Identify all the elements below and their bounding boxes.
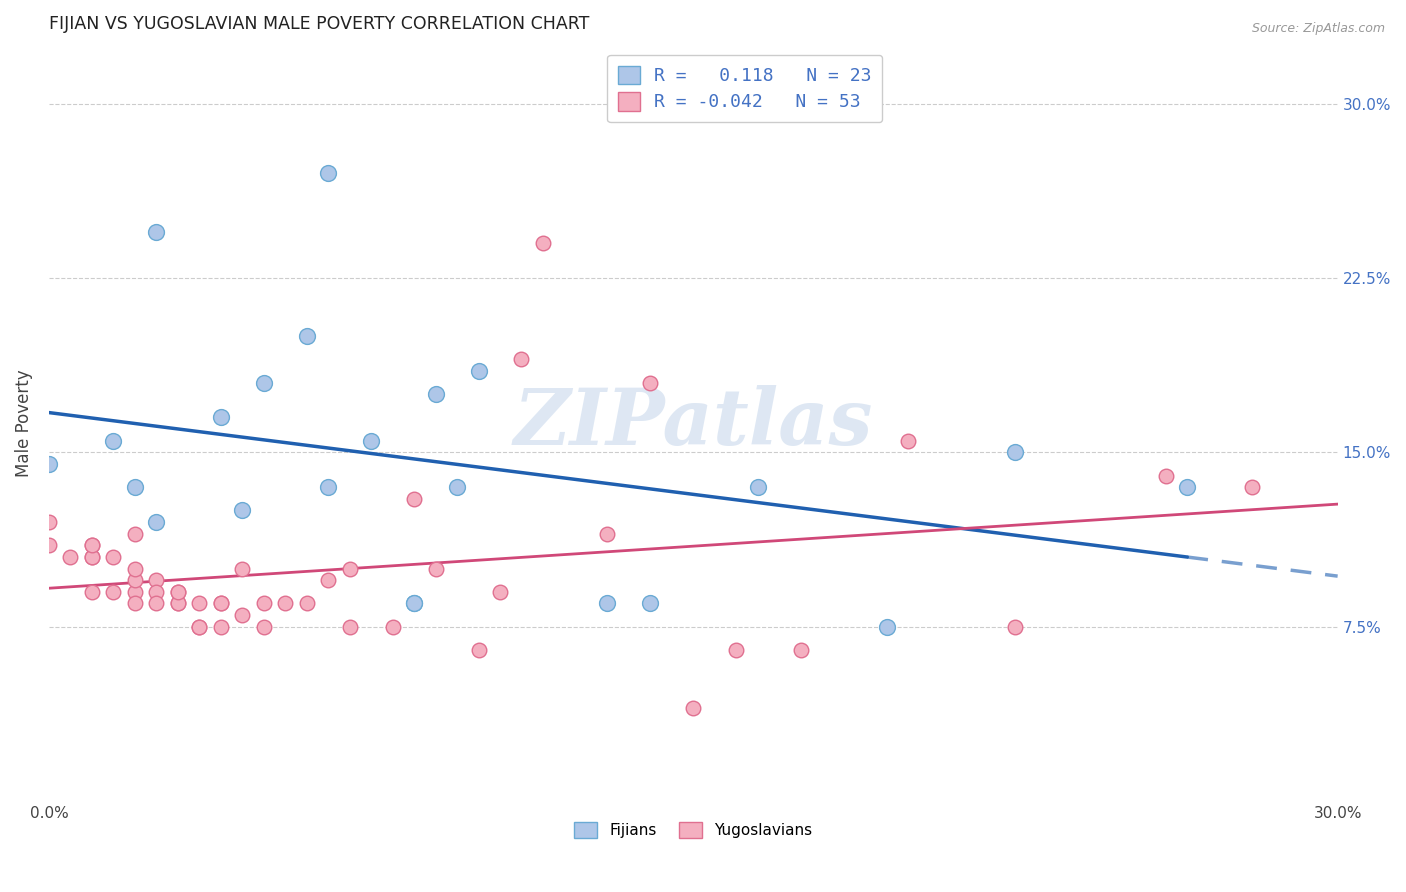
Point [124,584,146,599]
Point [80,549,103,564]
Point [381,619,404,633]
Point [103,434,125,448]
Point [188,619,211,633]
Point [145,584,167,599]
Point [682,701,704,715]
Point [145,515,167,529]
Point [1175,480,1198,494]
Point [789,643,811,657]
Point [316,573,339,587]
Point [425,387,447,401]
Point [188,596,211,610]
Point [231,503,253,517]
Point [38,515,60,529]
Point [725,643,748,657]
Point [446,480,468,494]
Point [404,491,426,506]
Point [209,596,232,610]
Text: Source: ZipAtlas.com: Source: ZipAtlas.com [1251,22,1385,36]
Point [897,434,920,448]
Point [124,596,146,610]
Point [467,643,489,657]
Point [596,526,619,541]
Point [510,352,533,367]
Point [1154,468,1177,483]
Text: ZIPatlas: ZIPatlas [513,385,873,461]
Point [360,434,382,448]
Point [124,526,146,541]
Point [80,549,103,564]
Point [166,584,188,599]
Point [59,549,82,564]
Point [295,329,318,343]
Point [166,584,188,599]
Point [404,596,426,610]
Point [876,619,898,633]
Point [253,619,276,633]
Text: FIJIAN VS YUGOSLAVIAN MALE POVERTY CORRELATION CHART: FIJIAN VS YUGOSLAVIAN MALE POVERTY CORRE… [49,15,589,33]
Point [339,619,361,633]
Point [103,549,125,564]
Point [209,596,232,610]
Point [640,376,662,390]
Point [231,607,253,622]
Point [316,166,339,180]
Point [38,538,60,552]
Point [295,596,318,610]
Point [339,561,361,575]
Point [1004,619,1026,633]
Point [253,376,276,390]
Point [253,596,276,610]
Point [1004,445,1026,459]
Point [425,561,447,575]
Point [188,619,211,633]
Point [80,584,103,599]
Point [1240,480,1263,494]
Point [166,596,188,610]
Point [467,364,489,378]
Point [166,596,188,610]
Point [145,225,167,239]
Point [209,619,232,633]
Point [103,584,125,599]
Point [145,573,167,587]
Point [209,410,232,425]
Legend: Fijians, Yugoslavians: Fijians, Yugoslavians [567,815,820,847]
Point [316,480,339,494]
Point [531,236,554,251]
Point [596,596,619,610]
Point [404,596,426,610]
Point [145,596,167,610]
Point [274,596,297,610]
Point [747,480,769,494]
Y-axis label: Male Poverty: Male Poverty [15,369,32,477]
Point [80,538,103,552]
Point [124,573,146,587]
Point [231,561,253,575]
Point [80,538,103,552]
Point [489,584,512,599]
Point [640,596,662,610]
Point [124,480,146,494]
Point [124,561,146,575]
Point [38,457,60,471]
